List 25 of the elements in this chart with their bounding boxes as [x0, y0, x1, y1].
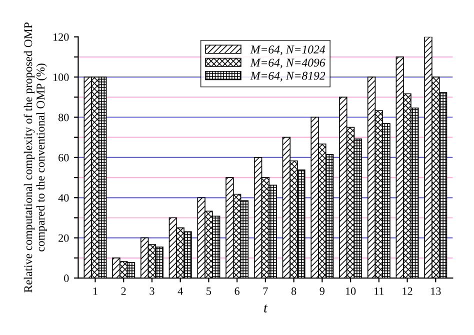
x-tick-label: 10	[346, 287, 356, 295]
y-tick-label: 40	[58, 194, 69, 202]
x-tick-label: 4	[178, 287, 183, 295]
x-tick-label: 7	[263, 288, 268, 295]
legend-label: M=64, N=8192	[250, 72, 326, 82]
x-tick-label: 13	[431, 287, 441, 295]
y-tick-label: 0	[64, 274, 69, 282]
y-tick-label: 60	[58, 154, 69, 162]
x-tick-label: 2	[121, 287, 126, 295]
y-axis-title: Relative computational complexity of the proposed OMP compared to the conventional OMP (%)	[24, 22, 47, 293]
x-tick-label: 6	[234, 287, 240, 295]
x-tick-label: 11	[374, 287, 384, 295]
x-tick-label: 1	[93, 287, 98, 295]
x-tick-label: 12	[402, 287, 412, 295]
legend-label: M=64, N=1024	[250, 46, 326, 56]
x-tick-label: 3	[150, 287, 154, 295]
x-tick-label: 5	[206, 288, 212, 295]
y-tick-label: 100	[53, 74, 69, 82]
x-axis-title: t	[264, 304, 268, 312]
y-tick-label: 120	[53, 33, 69, 41]
y-tick-label: 80	[58, 114, 69, 122]
x-tick-label: 8	[291, 287, 296, 295]
x-tick-label: 9	[320, 287, 324, 295]
legend-label: M=64, N=4096	[250, 58, 326, 68]
y-tick-label: 20	[58, 234, 69, 242]
